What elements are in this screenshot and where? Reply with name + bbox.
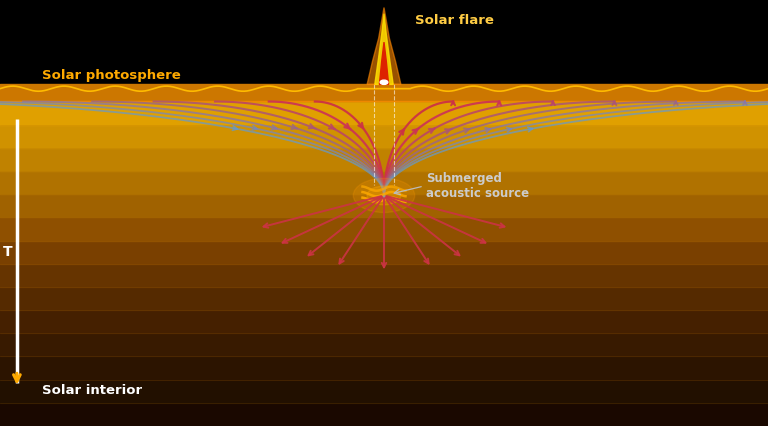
Text: Solar interior: Solar interior [42,383,142,396]
Polygon shape [367,9,401,85]
Text: Submerged
acoustic source: Submerged acoustic source [426,171,529,199]
Polygon shape [375,14,393,85]
Circle shape [367,187,401,205]
Text: Solar flare: Solar flare [415,14,494,26]
Polygon shape [379,43,389,85]
Circle shape [353,179,415,213]
Circle shape [380,81,388,85]
Text: Solar photosphere: Solar photosphere [42,69,181,81]
Text: T: T [3,245,12,258]
